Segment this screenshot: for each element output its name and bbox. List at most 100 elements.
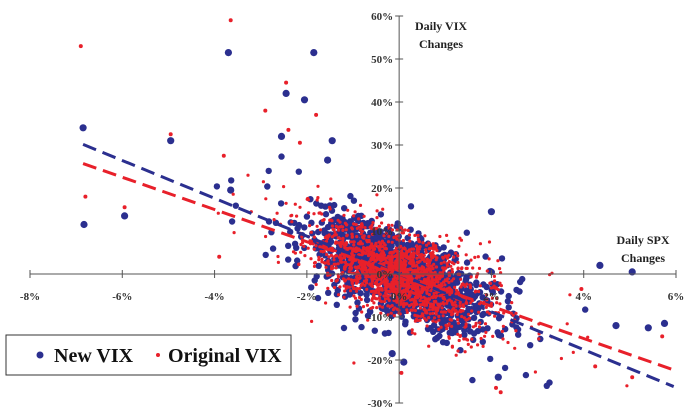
original-vix-point [406,294,410,298]
original-vix-point [469,345,473,349]
original-vix-point [487,240,492,244]
original-vix-point [395,253,399,257]
original-vix-outlier-point [263,108,268,113]
original-vix-point [432,247,436,251]
original-vix-point [424,250,428,254]
original-vix-point [487,257,491,261]
original-vix-point [334,266,338,270]
original-vix-point [359,240,363,244]
original-vix-point [372,247,376,251]
original-vix-point [353,210,357,214]
original-vix-point [458,301,462,305]
axes-layer [30,16,676,403]
original-vix-point [324,235,329,239]
original-vix-point [432,291,436,295]
original-vix-point [447,335,451,339]
legend: New VIX Original VIX [5,334,292,376]
original-vix-point [491,334,495,338]
original-vix-point [369,275,373,279]
original-vix-point [445,262,449,266]
original-vix-point [425,257,429,261]
original-vix-outlier-point [297,140,302,145]
original-vix-point [329,197,333,201]
original-vix-point [445,327,449,331]
original-vix-point [484,330,488,334]
original-vix-point [317,258,321,262]
new-vix-point [440,244,447,251]
original-vix-point [394,263,398,267]
original-vix-point [462,305,466,309]
original-vix-point [496,259,500,263]
original-vix-point [428,302,433,306]
original-vix-point [430,264,434,268]
original-vix-point [473,324,478,328]
original-vix-point [308,224,312,228]
original-vix-point [384,277,388,281]
original-vix-point [456,349,460,353]
new-vix-outlier-point [324,156,332,164]
original-vix-point [422,253,426,257]
original-vix-point [513,346,517,350]
original-vix-point [392,250,396,254]
original-vix-point [382,280,386,284]
original-vix-point [410,262,414,266]
original-vix-point [425,279,429,283]
original-vix-point [485,310,489,314]
original-vix-point [359,267,363,271]
original-vix-point [488,312,492,316]
original-vix-point [433,295,437,299]
original-vix-point [399,300,403,304]
new-vix-point [479,338,486,345]
new-vix-point [432,336,439,343]
original-vix-point [341,277,346,281]
original-vix-point [399,226,403,230]
original-vix-point [371,244,375,248]
original-vix-point [410,328,414,332]
original-vix-point [324,239,329,243]
original-vix-point [372,301,376,305]
original-vix-point [469,258,473,262]
original-vix-point [437,276,442,280]
original-vix-point [492,284,496,288]
original-vix-point [380,305,385,309]
original-vix-point [492,274,496,278]
new-vix-point [461,331,468,338]
original-vix-point [284,201,288,205]
original-vix-point [350,235,354,239]
original-vix-outlier-point [228,18,233,23]
original-vix-point [359,232,363,236]
original-vix-point [377,291,381,295]
original-vix-point [381,207,385,211]
original-vix-point [499,284,503,288]
original-vix-point [383,297,388,301]
new-vix-point [479,311,486,319]
original-vix-point [316,196,320,200]
original-vix-point [446,239,450,243]
original-vix-point [358,286,362,291]
new-vix-point [303,213,311,220]
new-vix-outlier-point [612,322,620,330]
original-vix-outlier-point [494,385,498,390]
original-vix-point [437,314,441,318]
original-vix-point [442,268,446,272]
new-vix-point [352,316,359,323]
original-vix-point [416,314,420,318]
new-vix-outlier-point [596,261,604,269]
original-vix-point [469,275,473,279]
new-vix-point [519,275,526,283]
original-vix-point [366,318,370,322]
original-vix-outlier-point [660,334,665,339]
legend-marker-original-vix [156,353,160,357]
original-vix-point [493,279,497,283]
original-vix-point [360,264,364,269]
original-vix-point [387,298,391,302]
original-vix-point [427,261,431,265]
original-vix-point [375,193,379,197]
original-vix-point [490,296,494,300]
original-vix-point [362,268,366,272]
original-vix-point [293,251,297,255]
original-vix-point [371,294,375,299]
original-vix-point [405,302,409,306]
original-vix-point [416,246,420,250]
original-vix-point [378,299,382,303]
